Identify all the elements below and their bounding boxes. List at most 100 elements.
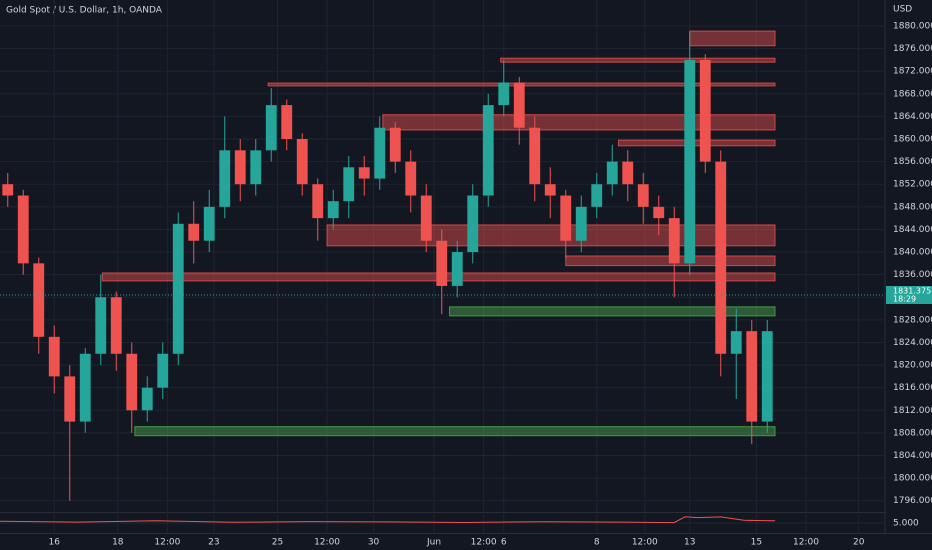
x-tick-label: 25 — [272, 538, 283, 548]
candle-body — [265, 105, 277, 151]
candle-body — [296, 139, 308, 185]
candle-body — [436, 240, 448, 286]
candle-body — [529, 127, 541, 185]
candle-body — [513, 82, 525, 128]
candle-body — [374, 127, 386, 179]
candle-body — [250, 150, 262, 185]
x-tick-label: Jun — [426, 538, 441, 548]
zone — [689, 30, 776, 47]
candle-body — [219, 150, 231, 207]
candle-body — [17, 195, 29, 264]
y-tick-label: 1880.000 — [893, 21, 932, 31]
candle-body — [622, 161, 634, 185]
y-tick-label: 1840.000 — [893, 248, 932, 258]
candle-body — [699, 59, 711, 162]
y-tick-label: 1800.000 — [893, 474, 932, 484]
candle-body — [79, 353, 91, 422]
x-tick-label: 6 — [501, 538, 507, 548]
x-tick-label: 15 — [751, 538, 762, 548]
candle-body — [560, 195, 572, 241]
x-tick-label: 12:00 — [154, 538, 180, 548]
y-tick-label: 1812.000 — [893, 406, 932, 416]
candle-body — [312, 184, 324, 219]
x-tick-label: 23 — [208, 538, 219, 548]
y-tick-label: 1852.000 — [893, 180, 932, 190]
y-tick-label: 1824.000 — [893, 338, 932, 348]
currency-label: USD — [893, 5, 912, 15]
x-tick-label: 12:00 — [471, 538, 497, 548]
candle-body — [33, 263, 45, 337]
candle-body — [358, 167, 370, 179]
candle-body — [668, 218, 680, 264]
y-tick-label: 1868.000 — [893, 89, 932, 99]
y-tick-label: 1820.000 — [893, 361, 932, 371]
y-tick-label: 1808.000 — [893, 428, 932, 438]
y-tick-label: 1872.000 — [893, 67, 932, 77]
indicator-tick-label: 5.000 — [893, 519, 919, 529]
candle-body — [746, 331, 758, 422]
candle-body — [343, 167, 355, 202]
zone — [326, 224, 776, 247]
candle-body — [172, 223, 184, 354]
countdown-label: 18:29 — [893, 294, 916, 303]
candle-body — [95, 297, 107, 354]
x-tick-label: 16 — [49, 538, 61, 548]
y-tick-label: 1804.000 — [893, 451, 932, 461]
candle-body — [451, 252, 463, 286]
candle-body — [482, 105, 494, 196]
candle-body — [730, 331, 742, 354]
candle-body — [575, 206, 587, 241]
indicator-line — [0, 516, 776, 524]
last-price-label: 1831.375 — [893, 286, 931, 295]
candle-body — [203, 206, 215, 241]
candle-body — [2, 184, 14, 196]
candle-body — [606, 161, 618, 185]
candle-body — [110, 297, 122, 354]
candle-body — [420, 195, 432, 241]
candle-body — [48, 336, 60, 377]
x-tick-label: 20 — [853, 538, 865, 548]
candle-body — [405, 161, 417, 196]
y-tick-label: 1860.000 — [893, 135, 932, 145]
y-tick-label: 1796.000 — [893, 496, 932, 506]
candle-body — [761, 331, 773, 422]
y-tick-label: 1848.000 — [893, 202, 932, 212]
last-price-box — [886, 285, 932, 304]
candle-body — [591, 184, 603, 207]
y-tick-label: 1816.000 — [893, 383, 932, 393]
candle-body — [498, 82, 510, 106]
candle-body — [281, 105, 293, 140]
x-tick-label: 12:00 — [632, 538, 658, 548]
candle-body — [684, 59, 696, 264]
x-tick-label: 30 — [368, 538, 380, 548]
candle-body — [327, 201, 339, 219]
candle-body — [188, 223, 200, 241]
candle-body — [389, 127, 401, 162]
x-tick-label: 12:00 — [793, 538, 819, 548]
zone — [382, 114, 776, 131]
y-tick-label: 1828.000 — [893, 315, 932, 325]
x-tick-label: 8 — [594, 538, 600, 548]
y-tick-label: 1864.000 — [893, 112, 932, 122]
y-tick-label: 1856.000 — [893, 157, 932, 167]
candle-body — [544, 184, 556, 196]
x-tick-label: 12:00 — [314, 538, 340, 548]
candle-body — [234, 150, 246, 185]
candle-body — [467, 195, 479, 253]
price-axis-bg — [885, 0, 932, 550]
zone — [617, 139, 776, 147]
y-tick-label: 1844.000 — [893, 225, 932, 235]
x-tick-label: 13 — [684, 538, 695, 548]
candle-body — [64, 376, 76, 422]
candle-body — [126, 353, 138, 411]
candle-body — [141, 387, 153, 411]
x-tick-label: 18 — [112, 538, 124, 548]
y-tick-label: 1836.000 — [893, 270, 932, 280]
candle-body — [715, 161, 727, 354]
symbol-title: Gold Spot / U.S. Dollar, 1h, OANDA — [6, 6, 163, 16]
y-tick-label: 1876.000 — [893, 44, 932, 54]
zone — [449, 306, 776, 317]
candle-body — [157, 353, 169, 388]
zone — [500, 57, 776, 63]
